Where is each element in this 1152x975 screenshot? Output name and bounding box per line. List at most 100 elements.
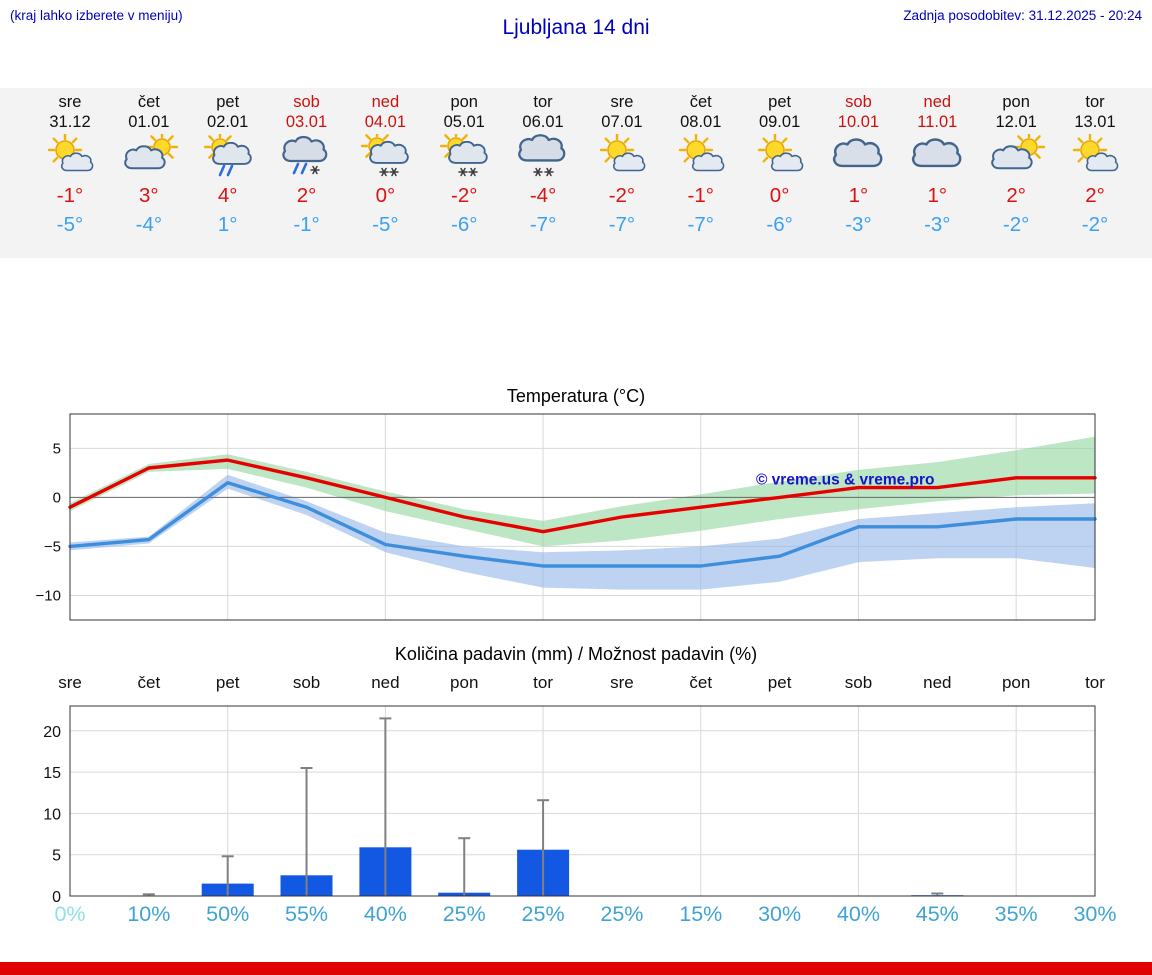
precip-probability: 25%	[442, 902, 486, 926]
forecast-day-11.01[interactable]: ned 11.01 1° -3°	[896, 88, 978, 237]
day-date: 08.01	[680, 113, 722, 131]
forecast-day-03.01[interactable]: sob 03.01 2° -1°	[266, 88, 348, 237]
menu-hint: (kraj lahko izberete v meniju)	[10, 8, 183, 23]
day-date: 10.01	[837, 113, 880, 131]
temp-max: 1°	[848, 184, 869, 207]
svg-text:−5: −5	[44, 538, 61, 555]
cloud-icon	[896, 134, 978, 182]
day-name: sre	[610, 93, 634, 111]
forecast-day-09.01[interactable]: pet 09.01 0° -6°	[739, 88, 821, 237]
precipitation-probabilities: 0% 10% 50% 55% 40% 25% 25% 25% 15% 30% 40% 45% 35% 30…	[0, 902, 1152, 934]
forecast-day-01.01[interactable]: čet 01.01 3° -4°	[108, 88, 190, 237]
precip-day-label: sre	[610, 673, 634, 692]
temp-min: -6°	[451, 213, 478, 236]
day-date: 13.01	[1074, 113, 1116, 131]
day-date: 07.01	[601, 113, 643, 131]
precip-day-label: tor	[1085, 673, 1105, 692]
precipitation-day-labels: sre čet pet sob ned pon tor sre čet pet sob ned pon t…	[0, 673, 1152, 699]
forecast-day-05.01[interactable]: pon 05.01 -2° -6°	[423, 88, 505, 237]
temp-min: -5°	[372, 213, 399, 236]
temp-min: 1°	[217, 213, 238, 236]
precipitation-chart: 0 5 10 15 20	[0, 700, 1152, 911]
sun-cloud-icon	[660, 132, 742, 182]
precip-day-label: pon	[1001, 673, 1031, 692]
precip-probability: 25%	[600, 902, 644, 926]
day-name: sob	[845, 93, 872, 111]
sun-cloud-icon	[739, 132, 821, 182]
sun-cloud-icon	[1054, 132, 1136, 182]
temp-min: -4°	[135, 213, 163, 236]
svg-text:5: 5	[52, 848, 61, 865]
temp-min: -3°	[845, 213, 872, 236]
forecast-day-04.01[interactable]: ned 04.01 0° -5°	[344, 88, 426, 237]
day-date: 09.01	[758, 113, 801, 131]
temp-min: -5°	[56, 213, 84, 236]
precip-day-label: pet	[215, 673, 240, 692]
cloud-snow-icon	[502, 134, 584, 182]
temp-max: 0°	[375, 184, 396, 207]
precip-day-label: tor	[533, 673, 553, 692]
sun-cloud-icon	[29, 132, 111, 182]
temp-min: -7°	[608, 213, 636, 236]
precip-probability: 35%	[994, 902, 1038, 926]
svg-text:0: 0	[52, 889, 61, 906]
temp-max: 2°	[296, 184, 317, 207]
temp-min: -6°	[766, 213, 793, 236]
sun-cloud-snow-icon	[344, 129, 426, 182]
precipitation-chart-title: Količina padavin (mm) / Možnost padavin …	[394, 644, 758, 664]
temp-max: 1°	[927, 184, 948, 207]
day-date: 01.01	[128, 113, 170, 131]
svg-text:10: 10	[43, 806, 61, 823]
day-name: sob	[293, 93, 320, 111]
precip-probability: 15%	[679, 902, 723, 926]
svg-text:0: 0	[53, 489, 61, 506]
precip-probability: 30%	[758, 902, 802, 926]
day-date: 06.01	[522, 113, 564, 131]
temp-max: -4°	[529, 184, 557, 207]
precip-day-label: sre	[58, 673, 82, 692]
day-date: 02.01	[207, 113, 249, 131]
day-name: čet	[137, 93, 160, 111]
day-name: ned	[923, 93, 952, 111]
svg-text:15: 15	[43, 765, 61, 782]
forecast-day-06.01[interactable]: tor 06.01 -4° -7°	[502, 88, 584, 237]
day-date: 05.01	[443, 113, 485, 131]
temp-min: -7°	[529, 213, 557, 236]
day-name: sre	[58, 93, 82, 111]
day-name: pet	[216, 93, 240, 111]
forecast-day-10.01[interactable]: sob 10.01 1° -3°	[817, 88, 899, 237]
forecast-day-07.01[interactable]: sre 07.01 -2° -7°	[581, 88, 663, 237]
temp-max: -2°	[451, 184, 478, 207]
day-date: 31.12	[49, 113, 91, 131]
temp-min: -2°	[1081, 213, 1109, 236]
precip-day-label: ned	[371, 673, 400, 692]
precip-probability: 25%	[521, 902, 565, 926]
day-name: ned	[371, 93, 400, 111]
precip-probability: 10%	[127, 902, 171, 926]
forecast-day-08.01[interactable]: čet 08.01 -1° -7°	[660, 88, 742, 237]
temp-max: 4°	[217, 184, 238, 207]
cloud-sun-icon	[975, 130, 1057, 182]
precip-probability: 0%	[54, 902, 86, 926]
day-name: pet	[768, 93, 792, 111]
forecast-day-12.01[interactable]: pon 12.01 2° -2°	[975, 88, 1057, 237]
cloud-icon	[817, 134, 899, 182]
temperature-chart: © vreme.us & vreme.pro 5 0 −5 −10	[0, 408, 1152, 635]
precip-probability: 50%	[206, 902, 250, 926]
svg-text:© vreme.us & vreme.pro: © vreme.us & vreme.pro	[756, 472, 935, 489]
forecast-day-31.12[interactable]: sre 31.12 -1° -5°	[29, 88, 111, 237]
cloud-sun-icon	[108, 130, 190, 182]
precip-probability: 55%	[285, 902, 329, 926]
forecast-day-13.01[interactable]: tor 13.01 2° -2°	[1054, 88, 1136, 237]
temp-max: 2°	[1085, 184, 1105, 207]
forecast-day-02.01[interactable]: pet 02.01 4° 1°	[187, 88, 269, 237]
precip-day-label: sob	[292, 673, 321, 692]
temp-min: -3°	[924, 213, 951, 236]
precip-day-label: ned	[923, 673, 952, 692]
precip-day-label: čet	[689, 673, 713, 692]
temp-max: 2°	[1006, 184, 1026, 207]
temperature-chart-title: Temperatura (°C)	[506, 386, 646, 406]
svg-text:20: 20	[43, 724, 61, 741]
sun-cloud-icon	[581, 132, 663, 182]
temp-max: -1°	[56, 184, 84, 207]
